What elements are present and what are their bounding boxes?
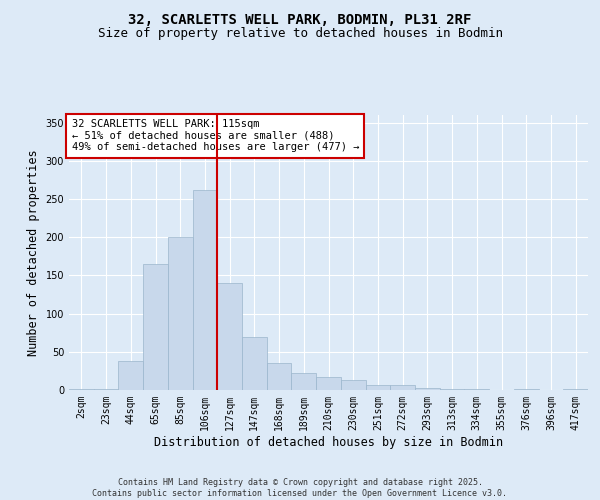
Bar: [563, 389, 588, 390]
Bar: [217, 283, 242, 390]
Bar: [94, 389, 118, 390]
Text: 32, SCARLETTS WELL PARK, BODMIN, PL31 2RF: 32, SCARLETTS WELL PARK, BODMIN, PL31 2R…: [128, 12, 472, 26]
Bar: [118, 361, 143, 390]
Bar: [464, 389, 489, 390]
Bar: [440, 389, 464, 390]
Bar: [365, 384, 390, 390]
Bar: [69, 389, 94, 390]
X-axis label: Distribution of detached houses by size in Bodmin: Distribution of detached houses by size …: [154, 436, 503, 448]
Bar: [341, 380, 365, 390]
Bar: [415, 388, 440, 390]
Bar: [514, 389, 539, 390]
Bar: [390, 386, 415, 390]
Text: 32 SCARLETTS WELL PARK: 115sqm
← 51% of detached houses are smaller (488)
49% of: 32 SCARLETTS WELL PARK: 115sqm ← 51% of …: [71, 119, 359, 152]
Bar: [143, 264, 168, 390]
Y-axis label: Number of detached properties: Number of detached properties: [27, 149, 40, 356]
Text: Size of property relative to detached houses in Bodmin: Size of property relative to detached ho…: [97, 28, 503, 40]
Bar: [193, 190, 217, 390]
Bar: [292, 373, 316, 390]
Bar: [242, 336, 267, 390]
Bar: [168, 237, 193, 390]
Text: Contains HM Land Registry data © Crown copyright and database right 2025.
Contai: Contains HM Land Registry data © Crown c…: [92, 478, 508, 498]
Bar: [267, 364, 292, 390]
Bar: [316, 377, 341, 390]
